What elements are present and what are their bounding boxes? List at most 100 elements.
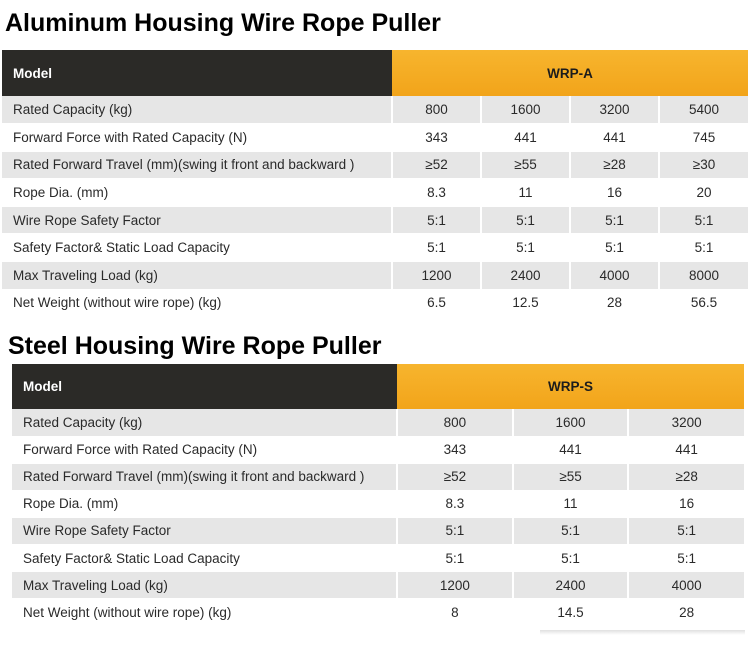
spec-label: Wire Rope Safety Factor — [2, 206, 393, 235]
spec-value: 800 — [397, 409, 514, 437]
spec-value: 5:1 — [481, 233, 571, 263]
spec-label: Rope Dia. (mm) — [12, 490, 399, 518]
table-header-row: Model WRP-S — [12, 364, 744, 409]
spec-label: Max Traveling Load (kg) — [12, 571, 399, 600]
table-row: Rated Capacity (kg) 800 1600 3200 — [12, 409, 744, 437]
spec-value: 5:1 — [392, 233, 482, 263]
spec-label: Safety Factor& Static Load Capacity — [12, 544, 399, 573]
table-row: Forward Force with Rated Capacity (N) 343… — [12, 436, 744, 464]
table-row: Max Traveling Load (kg) 1200 2400 4000 — [12, 571, 744, 600]
spec-value: 1600 — [512, 409, 630, 437]
spec-label: Safety Factor& Static Load Capacity — [2, 233, 393, 263]
table-row: Rope Dia. (mm) 8.3 11 16 20 — [2, 178, 748, 207]
model-header-label: Model — [2, 50, 392, 96]
spec-value: ≥28 — [570, 151, 660, 180]
spec-value: 5400 — [659, 96, 748, 125]
table-row: Net Weight (without wire rope) (kg) 8 14.5… — [12, 598, 744, 627]
spec-label: Rated Forward Travel (mm)(swing it front… — [2, 151, 393, 180]
spec-value: 8 — [397, 598, 514, 627]
spec-value: 56.5 — [659, 289, 748, 318]
spec-label: Wire Rope Safety Factor — [12, 517, 399, 545]
spec-value: 5:1 — [392, 206, 482, 235]
table-row: Safety Factor& Static Load Capacity 5:1 5:… — [2, 233, 748, 263]
spec-value: 8.3 — [392, 178, 482, 207]
spec-value: 3200 — [570, 96, 660, 125]
spec-value: 5:1 — [397, 517, 514, 545]
spec-label: Forward Force with Rated Capacity (N) — [12, 436, 399, 464]
spec-value: 1200 — [392, 261, 482, 290]
table-row: Wire Rope Safety Factor 5:1 5:1 5:1 5:1 — [2, 206, 748, 235]
spec-value: 16 — [628, 490, 744, 518]
spec-value: 4000 — [570, 261, 660, 290]
spec-value: 5:1 — [659, 206, 748, 235]
spec-value: 4000 — [628, 571, 744, 600]
table-row: Max Traveling Load (kg) 1200 2400 4000 8000 — [2, 261, 748, 290]
spec-value: 28 — [570, 289, 660, 318]
spec-value: 5:1 — [512, 517, 630, 545]
spec-value: 6.5 — [392, 289, 482, 318]
table-row: Rated Capacity (kg) 800 1600 3200 5400 — [2, 96, 748, 125]
spec-label: Net Weight (without wire rope) (kg) — [2, 289, 393, 318]
table-row: Rated Forward Travel (mm)(swing it front… — [12, 463, 744, 491]
spec-value: 3200 — [628, 409, 744, 437]
spec-value: 1600 — [481, 96, 571, 125]
spec-label: Rated Capacity (kg) — [2, 96, 393, 125]
model-header-label: Model — [12, 364, 398, 409]
aluminum-section-title: Aluminum Housing Wire Rope Puller — [5, 9, 441, 37]
aluminum-spec-rows: Rated Capacity (kg) 800 1600 3200 5400 Forwar… — [2, 96, 748, 318]
spec-value: 5:1 — [512, 544, 630, 573]
spec-value: ≥52 — [392, 151, 482, 180]
table-header-row: Model WRP-A — [2, 50, 748, 96]
spec-value: 441 — [512, 436, 630, 464]
spec-value: 14.5 — [512, 598, 630, 627]
spec-value: 8.3 — [397, 490, 514, 518]
spec-value: ≥28 — [628, 463, 744, 491]
spec-value: 11 — [481, 178, 571, 207]
table-row: Net Weight (without wire rope) (kg) 6.5 12… — [2, 289, 748, 318]
spec-value: 441 — [481, 123, 571, 152]
spec-value: 5:1 — [628, 544, 744, 573]
spec-value: 343 — [392, 123, 482, 152]
spec-value: 800 — [392, 96, 482, 125]
spec-value: 28 — [628, 598, 744, 627]
spec-label: Rated Forward Travel (mm)(swing it front… — [12, 463, 399, 491]
spec-label: Rope Dia. (mm) — [2, 178, 393, 207]
spec-value: ≥30 — [659, 151, 748, 180]
model-name-header: WRP-A — [392, 50, 748, 96]
spec-value: 441 — [570, 123, 660, 152]
page-edge-shadow — [540, 630, 745, 635]
spec-value: 745 — [659, 123, 748, 152]
spec-label: Max Traveling Load (kg) — [2, 261, 393, 290]
table-row: Safety Factor& Static Load Capacity 5:1 5:… — [12, 544, 744, 573]
spec-value: 2400 — [481, 261, 571, 290]
spec-value: 5:1 — [659, 233, 748, 263]
spec-label: Net Weight (without wire rope) (kg) — [12, 598, 399, 627]
spec-value: 8000 — [659, 261, 748, 290]
spec-value: ≥52 — [397, 463, 514, 491]
spec-value: 16 — [570, 178, 660, 207]
spec-value: 5:1 — [628, 517, 744, 545]
spec-value: 11 — [512, 490, 630, 518]
spec-value: ≥55 — [481, 151, 571, 180]
spec-value: 5:1 — [570, 206, 660, 235]
spec-value: 5:1 — [397, 544, 514, 573]
spec-value: 12.5 — [481, 289, 571, 318]
table-row: Rated Forward Travel (mm)(swing it front… — [2, 151, 748, 180]
aluminum-spec-table: Model WRP-A Rated Capacity (kg) 800 1600 32… — [2, 50, 748, 318]
spec-label: Rated Capacity (kg) — [12, 409, 399, 437]
table-row: Rope Dia. (mm) 8.3 11 16 — [12, 490, 744, 518]
spec-value: 441 — [628, 436, 744, 464]
table-row: Wire Rope Safety Factor 5:1 5:1 5:1 — [12, 517, 744, 545]
spec-value: ≥55 — [512, 463, 630, 491]
steel-spec-rows: Rated Capacity (kg) 800 1600 3200 Forward Fo… — [12, 409, 744, 627]
spec-value: 5:1 — [481, 206, 571, 235]
spec-value: 20 — [659, 178, 748, 207]
spec-value: 343 — [397, 436, 514, 464]
spec-value: 5:1 — [570, 233, 660, 263]
steel-spec-table: Model WRP-S Rated Capacity (kg) 800 1600 32… — [12, 364, 744, 627]
spec-label: Forward Force with Rated Capacity (N) — [2, 123, 393, 152]
spec-value: 2400 — [512, 571, 630, 600]
table-row: Forward Force with Rated Capacity (N) 343… — [2, 123, 748, 152]
model-name-header: WRP-S — [397, 364, 744, 409]
steel-section-title: Steel Housing Wire Rope Puller — [8, 332, 382, 360]
